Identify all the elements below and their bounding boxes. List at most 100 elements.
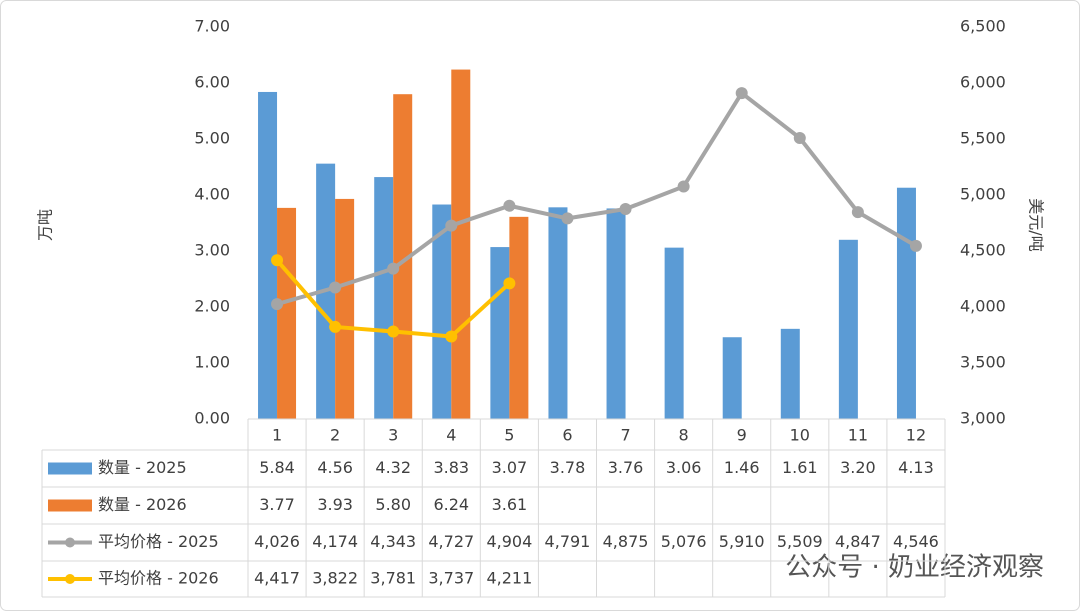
table-value: 3.93 bbox=[317, 495, 353, 514]
y2-tick-label: 5,500 bbox=[960, 129, 1006, 148]
bar bbox=[490, 247, 510, 419]
bar bbox=[606, 208, 626, 419]
table-value: 4,875 bbox=[603, 532, 649, 551]
table-value: 5.80 bbox=[375, 495, 411, 514]
x-tick-label: 10 bbox=[790, 426, 810, 445]
table-value: 5,509 bbox=[777, 532, 823, 551]
y-tick-label: 7.00 bbox=[194, 17, 230, 36]
x-tick-label: 6 bbox=[562, 426, 572, 445]
x-tick-label: 2 bbox=[330, 426, 340, 445]
table-value: 4,546 bbox=[893, 532, 939, 551]
table-value: 3.78 bbox=[550, 458, 586, 477]
line-marker bbox=[329, 320, 342, 333]
x-tick-label: 12 bbox=[906, 426, 926, 445]
bar bbox=[780, 328, 800, 419]
bar bbox=[664, 247, 684, 419]
bar bbox=[258, 91, 278, 420]
table-value: 4.32 bbox=[375, 458, 411, 477]
line-marker bbox=[445, 330, 458, 343]
y2-tick-label: 4,500 bbox=[960, 241, 1006, 260]
watermark: 公众号 · 奶业经济观察 bbox=[785, 553, 1044, 583]
y2-tick-label: 6,500 bbox=[960, 17, 1006, 36]
y-tick-label: 5.00 bbox=[194, 129, 230, 148]
line-marker bbox=[329, 281, 342, 294]
legend-swatch bbox=[48, 499, 92, 512]
table-value: 5.84 bbox=[259, 458, 295, 477]
legend-swatch bbox=[48, 462, 92, 475]
x-tick-label: 8 bbox=[679, 426, 689, 445]
bar bbox=[838, 239, 858, 419]
line-marker bbox=[387, 325, 400, 338]
x-tick-label: 4 bbox=[446, 426, 456, 445]
table-value: 4,343 bbox=[370, 532, 416, 551]
table-value: 4,727 bbox=[428, 532, 474, 551]
y-tick-label: 4.00 bbox=[194, 185, 230, 204]
table-value: 5,076 bbox=[661, 532, 707, 551]
line-marker bbox=[851, 206, 864, 219]
table-value: 4,174 bbox=[312, 532, 358, 551]
legend-label: 数量 - 2026 bbox=[98, 495, 187, 514]
x-tick-label: 1 bbox=[272, 426, 282, 445]
y-tick-label: 0.00 bbox=[194, 409, 230, 428]
y-tick-label: 2.00 bbox=[194, 297, 230, 316]
line-marker bbox=[561, 212, 574, 225]
bar bbox=[896, 187, 916, 419]
legend-marker bbox=[65, 537, 75, 548]
y2-tick-label: 6,000 bbox=[960, 73, 1006, 92]
line-marker bbox=[677, 180, 690, 193]
y-tick-label: 3.00 bbox=[194, 241, 230, 260]
table-value: 4,026 bbox=[254, 532, 300, 551]
bar bbox=[374, 177, 394, 419]
legend-label: 数量 - 2025 bbox=[98, 458, 187, 477]
table-value: 4.56 bbox=[317, 458, 353, 477]
y2-tick-label: 3,500 bbox=[960, 353, 1006, 372]
table-value: 3.83 bbox=[433, 458, 469, 477]
table-value: 3.77 bbox=[259, 495, 295, 514]
bar bbox=[432, 204, 452, 419]
y2-tick-label: 3,000 bbox=[960, 409, 1006, 428]
line-marker bbox=[909, 239, 922, 252]
table-value: 1.61 bbox=[782, 458, 818, 477]
line-marker bbox=[503, 277, 516, 290]
line-marker bbox=[445, 219, 458, 232]
table-value: 6.24 bbox=[433, 495, 469, 514]
bar bbox=[277, 207, 297, 419]
x-tick-label: 11 bbox=[848, 426, 868, 445]
x-tick-label: 3 bbox=[388, 426, 398, 445]
table-value: 3.20 bbox=[840, 458, 876, 477]
bar bbox=[335, 198, 355, 419]
line-marker bbox=[619, 203, 632, 215]
legend-marker bbox=[65, 574, 75, 584]
bar bbox=[548, 207, 568, 419]
table-value: 3,781 bbox=[370, 569, 416, 588]
line-marker bbox=[735, 87, 748, 100]
table-value: 4,847 bbox=[835, 532, 881, 551]
line-marker bbox=[271, 254, 284, 267]
table-value: 3.07 bbox=[492, 458, 528, 477]
table-value: 3.76 bbox=[608, 458, 644, 477]
table-value: 4,417 bbox=[254, 569, 300, 588]
y-tick-label: 1.00 bbox=[194, 353, 230, 372]
y2-axis-title: 美元/吨 bbox=[1027, 198, 1046, 251]
line-marker bbox=[271, 298, 284, 311]
bar bbox=[393, 94, 413, 419]
y-axis-title: 万吨 bbox=[36, 209, 55, 241]
line-marker bbox=[793, 131, 806, 144]
table-value: 5,910 bbox=[719, 532, 765, 551]
x-tick-label: 9 bbox=[737, 426, 747, 445]
line-marker bbox=[503, 199, 516, 212]
legend-label: 平均价格 - 2026 bbox=[98, 569, 219, 588]
table-value: 3,822 bbox=[312, 569, 358, 588]
table-value: 3,737 bbox=[428, 569, 474, 588]
table-value: 3.06 bbox=[666, 458, 702, 477]
x-tick-label: 5 bbox=[504, 426, 514, 445]
bar bbox=[722, 337, 742, 419]
table-value: 4,791 bbox=[545, 532, 591, 551]
x-tick-label: 7 bbox=[620, 426, 630, 445]
bar bbox=[451, 69, 471, 419]
y2-tick-label: 4,000 bbox=[960, 297, 1006, 316]
table-value: 4,211 bbox=[486, 569, 532, 588]
y2-tick-label: 5,000 bbox=[960, 185, 1006, 204]
table-value: 1.46 bbox=[724, 458, 760, 477]
